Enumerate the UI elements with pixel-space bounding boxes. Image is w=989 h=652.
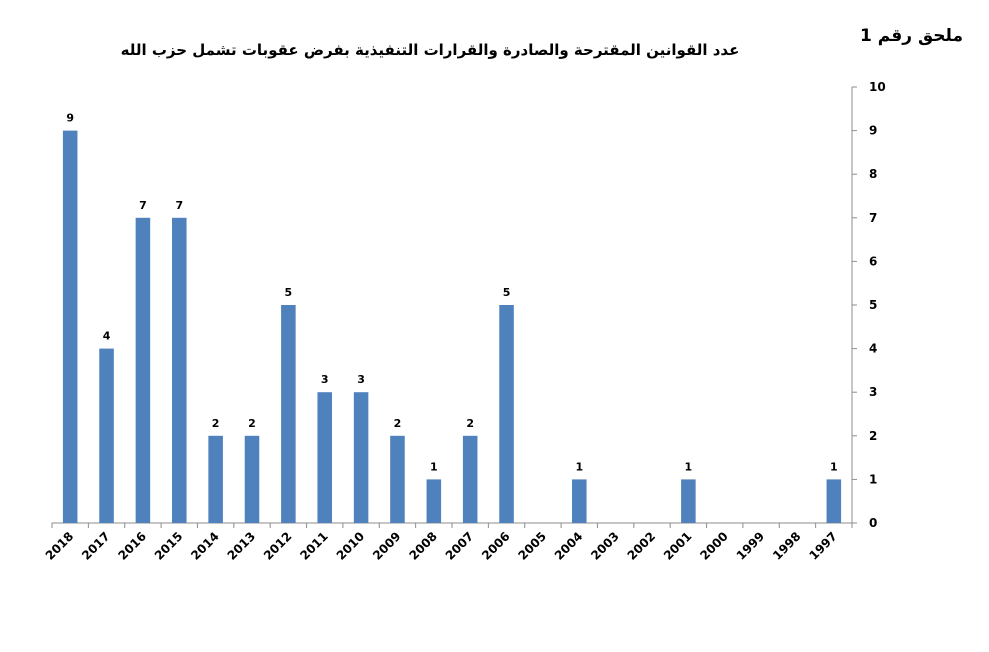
data-label-2011: 3	[321, 373, 329, 386]
data-label-2018: 9	[66, 112, 74, 125]
x-tick-label-2014: 2014	[188, 529, 222, 563]
x-tick-label-2012: 2012	[261, 529, 295, 563]
y-tick-label: 5	[869, 298, 877, 312]
x-tick-label-2003: 2003	[588, 529, 622, 563]
bar-2012	[281, 305, 296, 523]
y-tick-label: 6	[869, 254, 877, 268]
bar-2004	[572, 479, 587, 523]
data-label-2004: 1	[575, 460, 583, 473]
x-tick-label-1997: 1997	[806, 529, 840, 563]
x-tick-label-2011: 2011	[297, 529, 331, 563]
data-label-2012: 5	[285, 286, 293, 299]
y-tick-label: 1	[869, 472, 877, 486]
x-tick-label-1998: 1998	[770, 529, 804, 563]
y-tick-label: 9	[869, 124, 877, 138]
data-label-2015: 7	[175, 199, 183, 212]
bar-2011	[317, 392, 332, 523]
y-tick-label: 4	[869, 342, 877, 356]
annex-label: ملحق رقم 1	[860, 26, 963, 46]
data-label-2006: 5	[503, 286, 511, 299]
y-tick-label: 8	[869, 167, 877, 181]
x-tick-label-2005: 2005	[516, 529, 550, 563]
bar-2014	[208, 435, 223, 523]
bar-2010	[353, 392, 369, 523]
data-label-2007: 2	[466, 417, 474, 430]
x-tick-label-2007: 2007	[443, 529, 477, 563]
y-tick-label: 3	[869, 385, 877, 399]
x-tick-label-2000: 2000	[697, 529, 731, 563]
data-label-2008: 1	[430, 460, 438, 473]
bar-2015	[172, 217, 187, 524]
x-tick-label-2017: 2017	[79, 529, 113, 563]
bar-2013	[244, 435, 260, 523]
y-tick-label: 0	[869, 516, 877, 530]
x-tick-label-2015: 2015	[152, 529, 186, 563]
bar-2018	[62, 130, 78, 523]
x-tick-label-2002: 2002	[625, 529, 659, 563]
y-tick-label: 2	[869, 429, 877, 443]
x-tick-label-2009: 2009	[370, 529, 404, 563]
data-label-2016: 7	[139, 199, 147, 212]
x-tick-label-2001: 2001	[661, 529, 695, 563]
x-tick-label-2018: 2018	[43, 529, 77, 563]
y-tick-label: 7	[869, 211, 877, 225]
x-tick-label-2004: 2004	[552, 529, 586, 563]
data-label-2017: 4	[103, 330, 111, 343]
x-tick-label-2008: 2008	[406, 529, 440, 563]
data-label-2009: 2	[394, 417, 402, 430]
data-label-2014: 2	[212, 417, 220, 430]
chart-title: عدد القوانين المقترحة والصادرة والقرارات…	[121, 41, 740, 59]
data-label-2013: 2	[248, 417, 256, 430]
bar-2008	[426, 479, 442, 523]
x-tick-label-2010: 2010	[334, 529, 368, 563]
x-tick-label-1999: 1999	[734, 529, 768, 563]
bar-2007	[462, 435, 478, 523]
bar-1997	[826, 479, 842, 523]
bar-2009	[390, 435, 405, 523]
data-label-2010: 3	[357, 373, 365, 386]
x-tick-label-2013: 2013	[225, 529, 259, 563]
y-tick-label: 10	[869, 80, 886, 94]
data-label-1997: 1	[830, 460, 838, 473]
x-tick-label-2006: 2006	[479, 529, 513, 563]
bar-2017	[99, 348, 114, 523]
data-label-2001: 1	[685, 460, 693, 473]
bar-2001	[681, 479, 696, 523]
x-tick-label-2016: 2016	[116, 529, 150, 563]
bar-2016	[135, 217, 151, 524]
bar-2006	[499, 305, 514, 523]
